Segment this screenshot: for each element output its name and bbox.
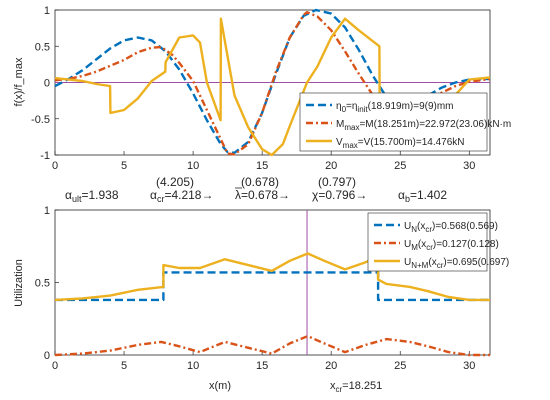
- legend-text-part: =V(15.700m)=14.476kN: [358, 137, 465, 148]
- chi-value: =0.796→: [318, 188, 367, 202]
- bottom-legend: UN(xcr)=0.568(0.569)UM(xcr)=0.127(0.128)…: [367, 212, 509, 272]
- x-tick-label: 5: [121, 160, 127, 172]
- legend-text-part: )=0.695(0.697): [443, 257, 509, 268]
- legend-entry: Mmax=M(18.251m)=22.972(23.06)kN·m: [336, 119, 511, 132]
- x-tick-label: 20: [325, 160, 337, 172]
- legend-text-part: cr: [437, 261, 444, 270]
- legend-text-part: η: [336, 101, 342, 112]
- xcr-symbol: x: [330, 380, 336, 392]
- alpha_b-subscript: b: [405, 194, 410, 204]
- bottom-axis-ticks: 0 5 10 15 20 25 30 0 0.5 1: [35, 205, 476, 372]
- top-legend: η0=ηinit(18.919m)=9(9)mmMmax=M(18.251m)=…: [299, 92, 511, 152]
- legend-text-part: (x: [418, 239, 426, 250]
- y-tick-label: 0.5: [35, 278, 50, 290]
- xcr-label: xcr=18.251: [330, 380, 382, 394]
- legend-text-part: (18.919m)=9(9)mm: [368, 101, 454, 112]
- alpha_b-value: =1.402: [410, 188, 447, 202]
- legend-entry: UN(xcr)=0.568(0.569): [404, 221, 498, 234]
- x-tick-label: 15: [256, 360, 268, 372]
- x-tick-label: 10: [187, 360, 199, 372]
- legend-text-part: U: [404, 221, 411, 232]
- chi-label: χ=0.796→: [312, 188, 367, 202]
- y-tick-label: -0.5: [31, 114, 50, 126]
- stability-parameters: αult=1.938(4.205)αcr=4.218→(0.678)λ=0.67…: [65, 175, 447, 204]
- x-tick-label: 5: [121, 360, 127, 372]
- legend-text-part: N+M: [411, 261, 428, 270]
- legend-text-part: U: [404, 257, 411, 268]
- x-tick-label: 0: [52, 160, 58, 172]
- x-tick-label: 0: [52, 360, 58, 372]
- bottom-xlabel: x(m): [209, 380, 231, 392]
- legend-entry: η0=ηinit(18.919m)=9(9)mm: [336, 101, 454, 114]
- lambda-value: =0.678→: [241, 188, 290, 202]
- series-line-u-m: [54, 334, 490, 357]
- legend-text-part: N: [411, 225, 417, 234]
- legend-text-part: init: [357, 105, 368, 114]
- alpha_cr-subscript: cr: [157, 194, 165, 204]
- legend-text-part: =M(18.251m)=22.972(23.06)kN·m: [359, 119, 511, 130]
- alpha_cr-symbol: α: [150, 188, 157, 202]
- alpha_cr-value: =4.218→: [164, 188, 213, 202]
- legend-entry: UN+M(xcr)=0.695(0.697): [404, 257, 509, 270]
- top-chart: 0 5 10 15 20 25 30-1-0.500.51 f(x)/f_max η0=ηi…: [13, 5, 511, 172]
- legend-text-part: M: [411, 243, 418, 252]
- x-tick-label: 15: [256, 160, 268, 172]
- y-tick-label: 0: [44, 350, 50, 362]
- x-tick-label: 25: [394, 160, 406, 172]
- legend-text-part: )=0.568(0.569): [432, 221, 498, 232]
- top-ylabel: f(x)/f_max: [13, 57, 25, 106]
- legend-entry: Vmax=V(15.700m)=14.476kN: [336, 137, 465, 150]
- bottom-series: [54, 252, 490, 357]
- legend-text-part: (x: [428, 257, 436, 268]
- legend-text-part: V: [336, 137, 343, 148]
- bottom-ylabel: Utilization: [13, 259, 25, 307]
- alpha_b-symbol: α: [398, 188, 405, 202]
- y-tick-label: 0: [44, 78, 50, 90]
- x-tick-label: 30: [463, 160, 475, 172]
- legend-text-part: )=0.127(0.128): [433, 239, 499, 250]
- xcr-subscript: cr: [336, 385, 343, 394]
- legend-text-part: cr: [426, 243, 433, 252]
- y-tick-label: 1: [44, 5, 50, 17]
- alpha_ult-symbol: α: [65, 188, 72, 202]
- alpha_b-label: αb=1.402: [398, 188, 447, 204]
- x-tick-label: 20: [325, 360, 337, 372]
- alpha_cr-label: αcr=4.218→: [150, 188, 213, 204]
- chi-secondary: (0.797): [318, 175, 356, 189]
- series-line-u-n-m: [54, 252, 490, 302]
- legend-text-part: 0: [342, 105, 347, 114]
- legend-text-part: max: [343, 141, 358, 150]
- x-tick-label: 30: [463, 360, 475, 372]
- legend-text-part: M: [336, 119, 344, 130]
- alpha_cr-secondary: (4.205): [156, 175, 194, 189]
- lambda-secondary: (0.678): [241, 175, 279, 189]
- chi-symbol: χ: [312, 188, 319, 202]
- xcr-value: =18.251: [342, 380, 382, 392]
- alpha_ult-subscript: ult: [72, 194, 82, 204]
- x-tick-label: 25: [394, 360, 406, 372]
- y-tick-label: -1: [40, 150, 50, 162]
- legend-entry: UM(xcr)=0.127(0.128): [404, 239, 499, 252]
- alpha_ult-value: =1.938: [81, 188, 118, 202]
- legend-text-part: (x: [417, 221, 425, 232]
- lambda-symbol: λ: [235, 188, 241, 202]
- series-line-u-n: [55, 271, 490, 302]
- legend-text-part: cr: [425, 225, 432, 234]
- x-tick-label: 10: [187, 160, 199, 172]
- legend-text-part: U: [404, 239, 411, 250]
- legend-text-part: =η: [346, 101, 357, 112]
- lambda-label: λ=0.678→: [235, 188, 290, 202]
- y-tick-label: 0.5: [35, 41, 50, 53]
- legend-text-part: max: [344, 123, 359, 132]
- top-axis-ticks: 0 5 10 15 20 25 30 -1 -0.5 0 0.5 1: [31, 5, 475, 172]
- y-tick-label: 1: [44, 205, 50, 217]
- alpha_ult-label: αult=1.938: [65, 188, 119, 204]
